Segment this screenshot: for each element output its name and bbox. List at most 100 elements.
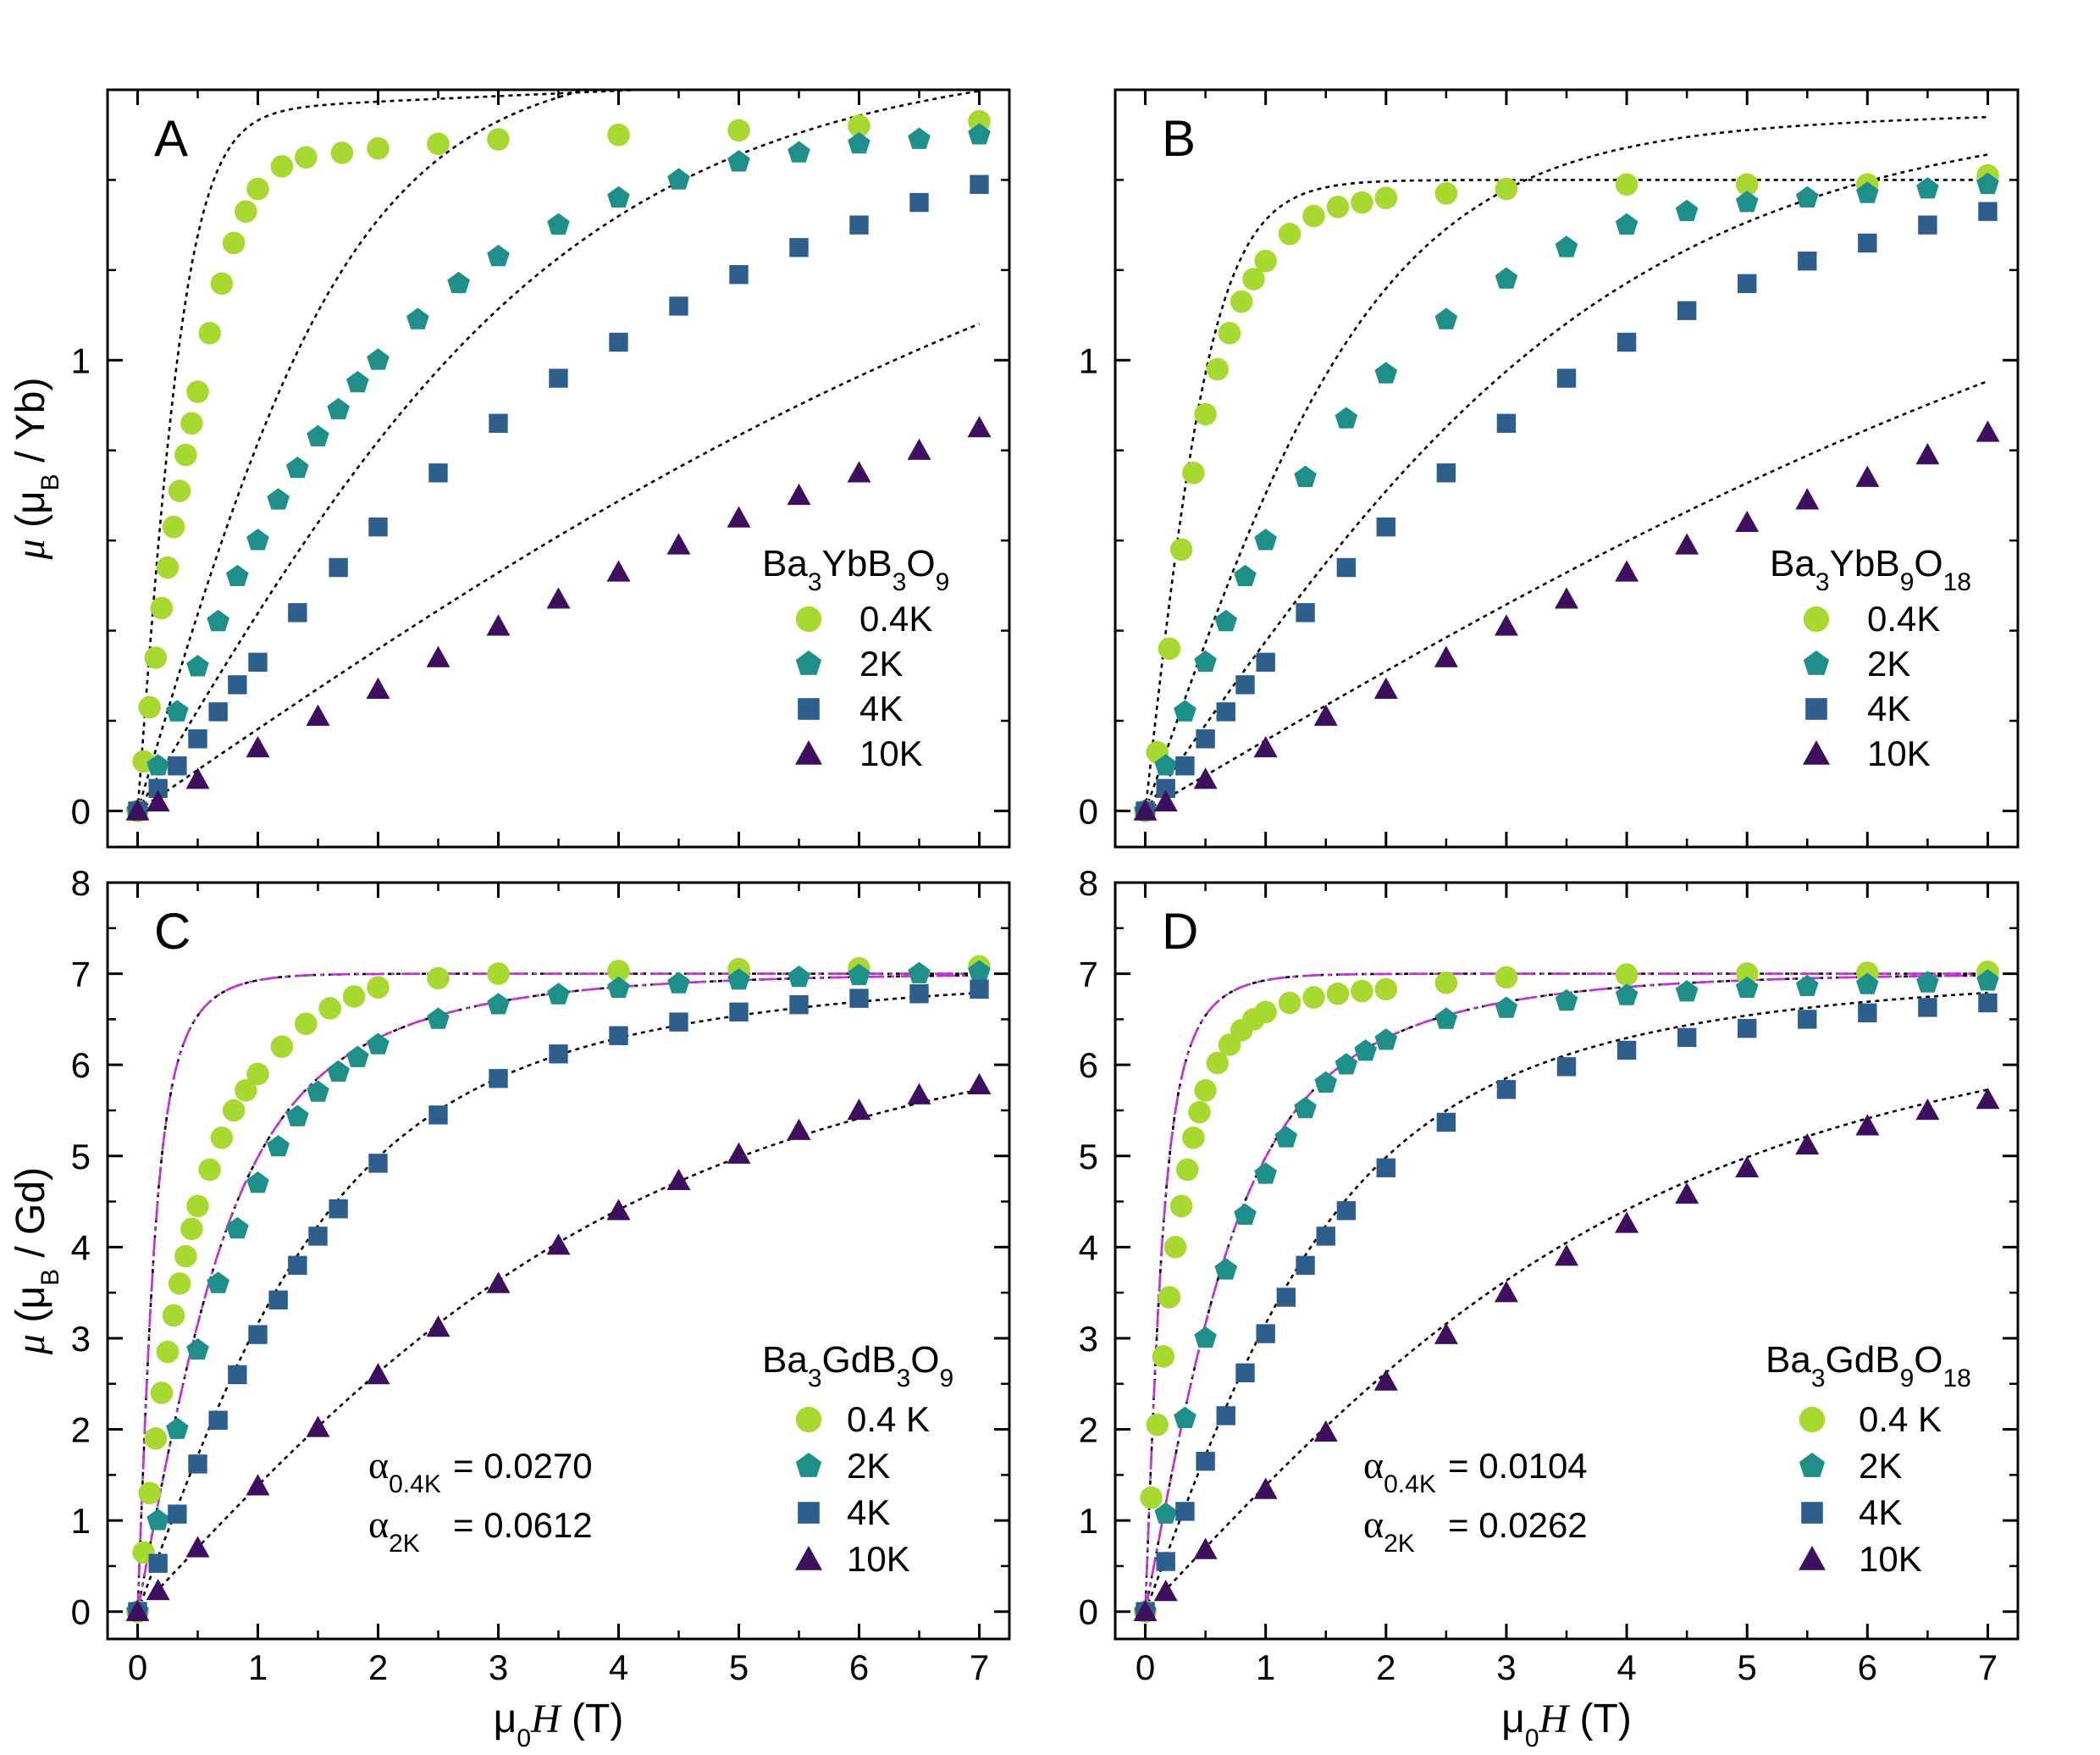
data-point	[228, 1365, 247, 1385]
legend-title-part: O	[906, 543, 935, 584]
x-tick-label: 1	[1256, 1647, 1275, 1687]
data-point	[1194, 1326, 1217, 1348]
data-point	[970, 979, 989, 999]
alpha-subscript: 0.4K	[389, 1470, 441, 1498]
series-triangle	[125, 1072, 992, 1621]
legend-title-part: 3	[1811, 1365, 1826, 1392]
alpha-subscript: 2K	[1384, 1530, 1415, 1558]
legend-title-part: O	[1914, 1339, 1942, 1381]
data-point	[968, 960, 991, 982]
data-point	[789, 238, 809, 257]
y-tick-label: 5	[71, 1137, 91, 1176]
fit-curve-dotted	[136, 323, 980, 812]
data-point	[428, 1105, 448, 1125]
y-tick-label: 2	[71, 1410, 91, 1450]
data-point	[1276, 1287, 1296, 1307]
data-point	[186, 1337, 209, 1360]
data-point	[306, 704, 330, 726]
data-point	[327, 1060, 350, 1082]
data-point	[1193, 1537, 1218, 1559]
alpha-symbol: α	[1363, 1503, 1384, 1546]
data-point	[329, 1199, 348, 1219]
data-point	[162, 515, 185, 539]
data-point	[1373, 677, 1398, 699]
legend-entry: 4K	[1859, 1492, 1902, 1532]
data-point	[1146, 1413, 1169, 1437]
data-point	[1256, 652, 1275, 673]
data-point	[607, 960, 630, 983]
x-tick-label: 0	[1136, 1647, 1155, 1687]
alpha-subscript: 2K	[389, 1530, 420, 1558]
fit-curve-dotted	[1144, 1088, 1988, 1613]
data-point	[267, 488, 290, 510]
legend-marker	[1803, 740, 1830, 765]
legend-marker	[1801, 1502, 1823, 1524]
data-point	[1214, 1258, 1238, 1280]
data-point	[185, 767, 210, 789]
data-point	[909, 984, 929, 1004]
y-tick-label: 5	[1079, 1137, 1098, 1176]
legend-title-part: O	[1914, 543, 1942, 584]
data-point	[667, 168, 690, 190]
x-tick-label: 5	[1738, 1647, 1757, 1687]
data-point	[1496, 413, 1517, 433]
y-tick-label: 1	[1079, 1501, 1098, 1541]
data-point	[1855, 1114, 1880, 1136]
y-axis-label: μ (μB / Gd)	[8, 1167, 64, 1355]
data-point	[125, 799, 150, 821]
data-point	[1555, 988, 1578, 1011]
data-point	[366, 1362, 390, 1385]
data-point	[1158, 1286, 1181, 1309]
data-point	[1918, 998, 1937, 1017]
data-point	[1254, 529, 1277, 551]
y-tick-label: 8	[1079, 863, 1098, 903]
data-point	[727, 119, 750, 142]
data-point	[729, 1002, 749, 1021]
data-point	[180, 412, 203, 435]
plot-area	[125, 955, 992, 1624]
y-tick-label: 0	[71, 791, 91, 831]
fit-curve-dashdot	[1144, 972, 1988, 1612]
legend-marker	[798, 1502, 820, 1524]
y-tick-label: 8	[71, 863, 91, 903]
legend-marker	[1803, 651, 1830, 675]
legend-title-part: Ba	[1770, 543, 1815, 584]
data-point	[1374, 186, 1398, 210]
data-point	[427, 1007, 450, 1029]
data-point	[908, 127, 931, 149]
data-point	[1976, 172, 1999, 195]
series-triangle	[125, 416, 992, 821]
legend-title-part: 3	[1815, 568, 1830, 596]
data-point	[144, 646, 168, 669]
series-triangle	[1133, 420, 2000, 821]
data-point	[788, 965, 810, 988]
data-point	[849, 988, 869, 1008]
data-point	[210, 272, 234, 296]
x-tick-label: 7	[970, 1647, 989, 1687]
data-point	[295, 146, 318, 169]
data-point	[1555, 587, 1578, 609]
panel-letter: B	[1162, 110, 1196, 167]
data-point	[1302, 986, 1325, 1009]
data-point	[186, 380, 209, 403]
data-point	[367, 1033, 390, 1055]
data-point	[270, 155, 294, 178]
data-point	[1336, 557, 1357, 578]
legend-entry: 2K	[859, 644, 903, 684]
y-axis-label-part: (μ	[8, 1286, 53, 1334]
data-point	[156, 556, 180, 579]
data-point	[487, 244, 510, 267]
data-point	[1296, 1255, 1315, 1276]
data-point	[1615, 983, 1639, 1005]
data-point	[1218, 322, 1241, 345]
data-point	[1313, 1420, 1338, 1442]
data-point	[146, 754, 169, 776]
data-point	[1234, 564, 1257, 586]
data-point	[1234, 1203, 1257, 1225]
x-tick-label: 4	[1616, 1647, 1636, 1687]
legend-title-part: Ba	[762, 543, 808, 584]
data-point	[1616, 1040, 1637, 1060]
data-point	[1326, 196, 1350, 219]
